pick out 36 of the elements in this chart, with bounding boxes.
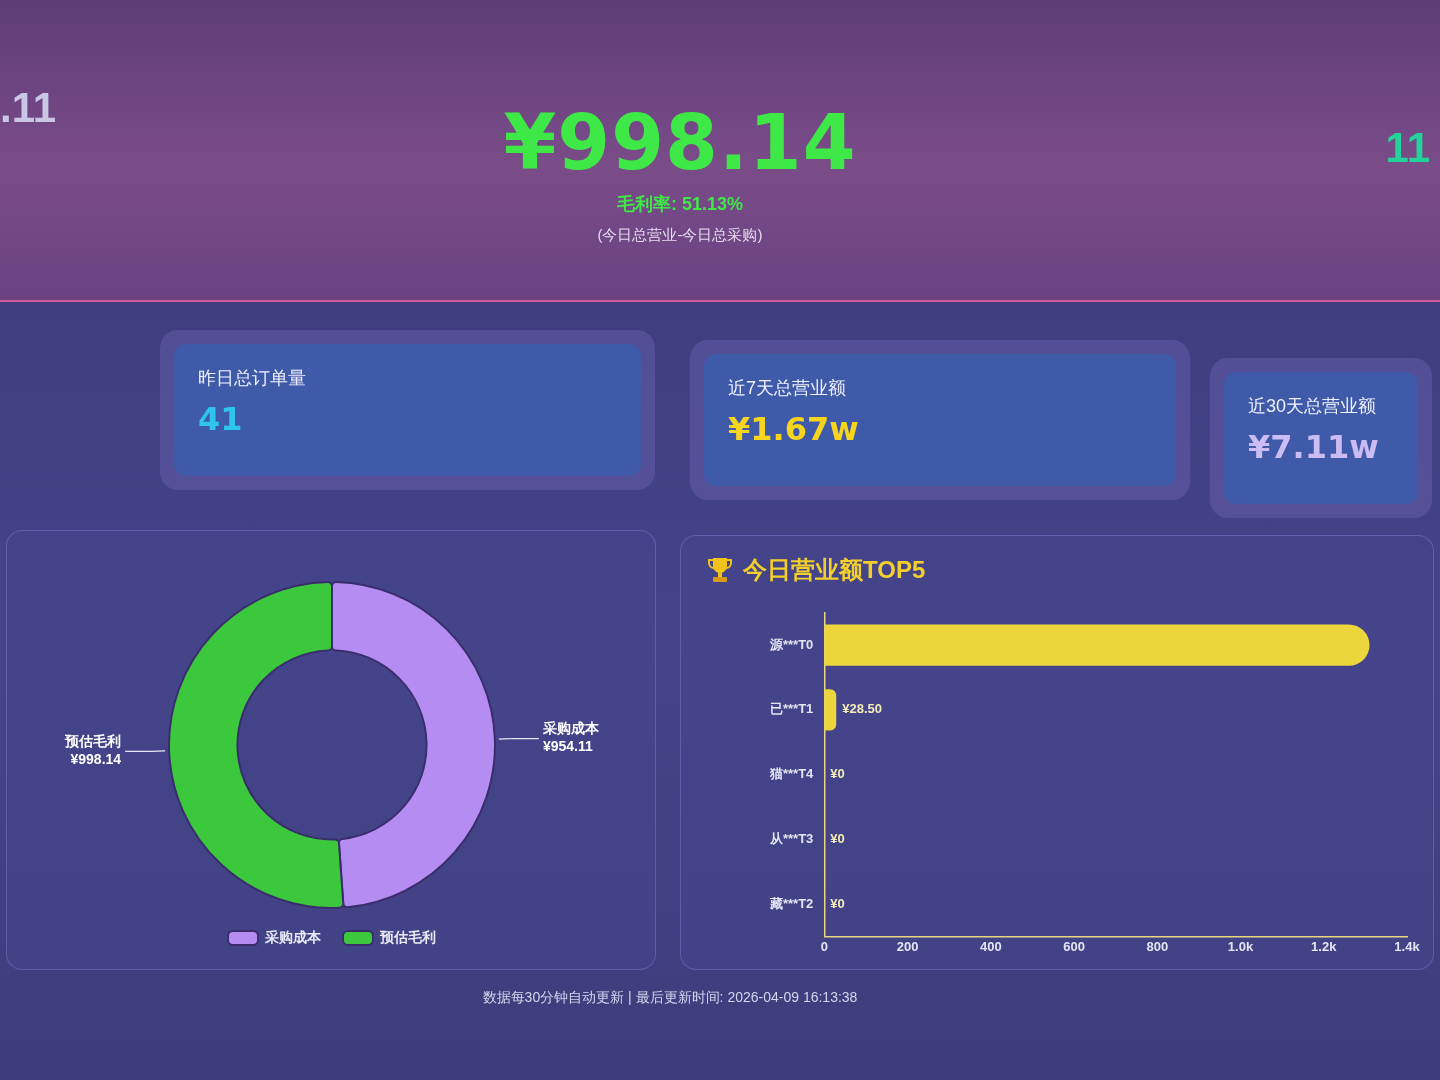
data-label: ¥0 xyxy=(830,830,845,846)
text: 昨日总订单量 xyxy=(198,367,307,390)
text: 毛利率: 51.13% xyxy=(615,193,744,216)
data-label: ¥0 xyxy=(830,766,845,782)
y-tick-label: 猫***T4 xyxy=(768,766,815,782)
y-tick-label: 从***T3 xyxy=(768,830,814,846)
legend-label: 采购成本 xyxy=(264,928,322,945)
x-tick-label: 200 xyxy=(896,938,919,954)
x-tick-label: 400 xyxy=(979,938,1002,954)
slice-label: 采购成本 xyxy=(541,720,600,737)
text: 数据每30分钟自动更新 | 最后更新时间: 2026-04-09 16:13:38 xyxy=(481,988,859,1007)
x-tick-label: 1.2k xyxy=(1311,938,1338,954)
text: 近7天总营业额 xyxy=(728,377,847,400)
text: (今日总营业-今日总采购) xyxy=(596,226,764,245)
text: ¥998.14 xyxy=(502,98,858,188)
text: 11 xyxy=(1384,123,1430,173)
data-label: ¥954.11 xyxy=(542,738,593,755)
text: ¥7.11w xyxy=(1248,428,1380,466)
y-tick-label: 已***T1 xyxy=(769,701,814,717)
text: 41 xyxy=(198,400,244,438)
data-label: ¥998.14 xyxy=(70,751,122,768)
text: .11 xyxy=(0,83,58,133)
x-tick-label: 1.0k xyxy=(1227,938,1254,954)
data-label: ¥28.50 xyxy=(842,701,882,717)
data-label: ¥0 xyxy=(830,895,845,911)
slice-label: 预估毛利 xyxy=(64,733,122,750)
y-tick-label: 藏***T2 xyxy=(768,895,814,911)
x-tick-label: 1.4k xyxy=(1394,938,1421,954)
text: 近30天总营业额 xyxy=(1248,395,1378,418)
y-tick-label: 源***T0 xyxy=(768,636,814,652)
x-tick-label: 0 xyxy=(820,938,828,954)
legend-label: 预估毛利 xyxy=(379,928,436,945)
x-tick-label: 600 xyxy=(1063,938,1085,954)
chart-title: 今日营业额TOP5 xyxy=(743,555,926,585)
text: ¥1.67w xyxy=(728,410,860,448)
x-tick-label: 800 xyxy=(1146,938,1169,954)
